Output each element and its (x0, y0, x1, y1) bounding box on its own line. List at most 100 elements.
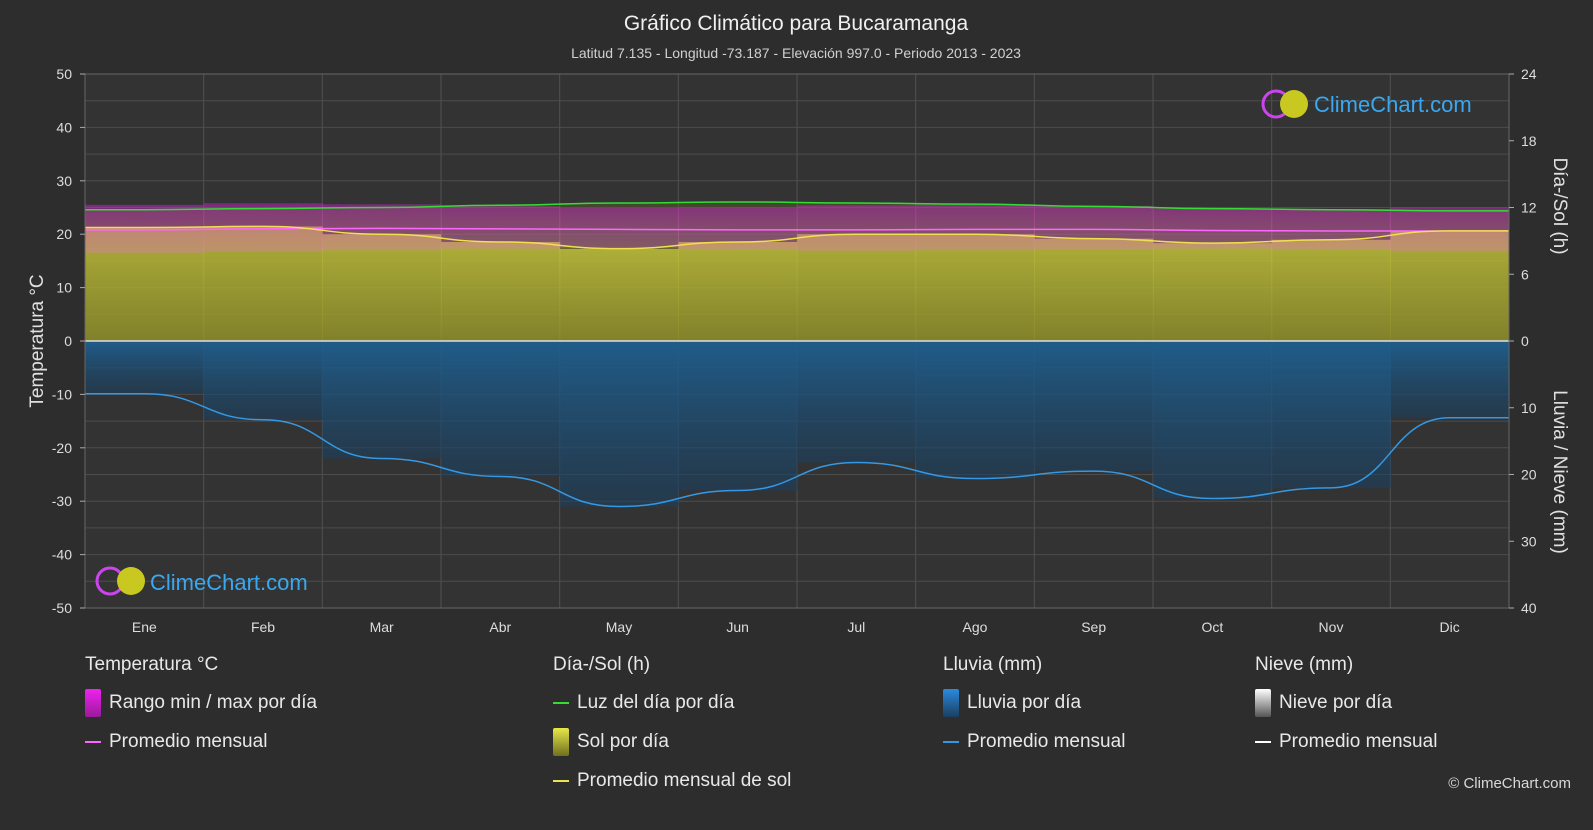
legend-snow-avg-label: Promedio mensual (1279, 731, 1438, 752)
temp-range-bar-Nov (1271, 209, 1391, 250)
rain-bar-Feb (203, 341, 323, 420)
temp-range-bar-Feb (203, 203, 323, 252)
rain-bar-Ene (85, 341, 205, 394)
sun-avg-line-icon (553, 780, 569, 782)
daylight-line (85, 201, 1509, 212)
rain-swatch-icon (943, 689, 959, 717)
rain-avg-line-icon (943, 741, 959, 743)
x-tick-label-Jul: Jul (847, 619, 865, 635)
x-tick-label-Ago: Ago (963, 619, 988, 635)
y-left-tick-label: -10 (52, 386, 72, 402)
legend-item-temp-range: Rango min / max por día (85, 689, 318, 717)
sunshine-bar-Ago (915, 234, 1035, 341)
copyright: © ClimeChart.com (1448, 775, 1571, 792)
y-left-tick-label: 0 (64, 333, 72, 349)
y-right-bottom-tick-label: 40 (1521, 600, 1537, 616)
temp-range-swatch-icon (85, 689, 101, 717)
x-tick-label-Mar: Mar (370, 619, 394, 635)
sunshine-bar-Oct (1153, 243, 1273, 341)
legend-item-snow: Nieve por día (1255, 689, 1437, 717)
temp-avg-line-icon (85, 741, 101, 743)
chart-title: Gráfico Climático para Bucaramanga (624, 12, 969, 35)
x-tick-label-Nov: Nov (1319, 619, 1344, 635)
rain-bar-Jul (797, 341, 917, 463)
x-tick-label-Abr: Abr (489, 619, 511, 635)
rain-avg-line (85, 392, 1509, 508)
x-tick-label-Sep: Sep (1081, 619, 1106, 635)
sunshine-bar-Mar (322, 234, 442, 341)
y-right-bottom-tick-label: 20 (1521, 467, 1537, 483)
y-left-tick-label: 10 (56, 280, 72, 296)
legend-temp: Temperatura °C Rango min / max por día P… (85, 652, 317, 768)
sunshine-bar-Abr (441, 241, 561, 341)
legend-item-snow-avg: Promedio mensual (1255, 729, 1437, 755)
temp-range-bar-Mar (322, 204, 442, 251)
x-tick-label-Ene: Ene (132, 619, 157, 635)
sunshine-bar-Jul (797, 234, 917, 341)
y-right-bottom-tick-label: 10 (1521, 400, 1537, 416)
legend-daylight-label: Luz del día por día (577, 692, 735, 713)
temp-range-bar-Ene (85, 204, 205, 253)
daylight-line-icon (553, 702, 569, 704)
x-tick-label-Feb: Feb (251, 619, 275, 635)
y-left-tick-label: 30 (56, 173, 72, 189)
logo-sun-icon (1280, 90, 1308, 118)
sun-avg-line (85, 225, 1509, 250)
brand-logo-top[interactable]: ClimeChart.com (1261, 89, 1472, 119)
legend-sun: Día-/Sol (h) Luz del día por día Sol por… (553, 652, 791, 807)
legend-item-daylight: Luz del día por día (553, 690, 791, 716)
y-right-top-tick-label: 18 (1521, 133, 1537, 149)
legend-item-rain-avg: Promedio mensual (943, 729, 1125, 755)
legend-temp-avg-label: Promedio mensual (109, 731, 268, 752)
y-right-bottom-tick-label: 30 (1521, 533, 1537, 549)
temp-range-bar-Jul (797, 205, 917, 251)
brand-logo-bottom[interactable]: ClimeChart.com (95, 566, 308, 596)
sun-swatch-icon (553, 728, 569, 756)
y-right-top-tick-label: 12 (1521, 200, 1537, 216)
rain-bar-Nov (1271, 341, 1391, 488)
legend-sun-avg-label: Promedio mensual de sol (577, 770, 792, 791)
legend-rain-label: Lluvia por día (967, 692, 1082, 713)
legend: Temperatura °C Rango min / max por día P… (0, 652, 1593, 822)
chart-subtitle: Latitud 7.135 - Longitud -73.187 - Eleva… (571, 45, 1021, 61)
sunshine-bar-Jun (678, 241, 798, 341)
rain-bar-May (559, 341, 679, 507)
rain-bar-Mar (322, 341, 442, 459)
legend-sun-head: Día-/Sol (h) (553, 654, 651, 675)
legend-rain: Lluvia (mm) Lluvia por día Promedio mens… (943, 652, 1125, 768)
y-left-tick-label: -40 (52, 547, 72, 563)
rain-bar-Sep (1034, 341, 1154, 472)
rain-bar-Jun (678, 341, 798, 491)
y-right-top-tick-label: 24 (1521, 66, 1537, 82)
legend-rain-avg-label: Promedio mensual (967, 731, 1126, 752)
legend-sun-label: Sol por día (577, 731, 669, 752)
temp-range-bar-Dic (1390, 207, 1509, 252)
x-tick-label-May: May (606, 619, 632, 635)
legend-snow-head: Nieve (mm) (1255, 654, 1354, 675)
y-left-tick-label: -50 (52, 600, 72, 616)
legend-temp-head: Temperatura °C (85, 654, 219, 675)
legend-rain-head: Lluvia (mm) (943, 654, 1043, 675)
rain-bar-Abr (441, 341, 561, 477)
y-left-tick-label: 50 (56, 66, 72, 82)
rain-bar-Oct (1153, 341, 1273, 499)
x-tick-label-Dic: Dic (1440, 619, 1460, 635)
logo-sun-icon (117, 567, 145, 595)
legend-item-temp-avg: Promedio mensual (85, 729, 317, 755)
rain-bar-Dic (1390, 341, 1509, 418)
temp-range-bar-Sep (1034, 205, 1154, 250)
legend-item-rain: Lluvia por día (943, 689, 1125, 717)
legend-temp-range-label: Rango min / max por día (109, 692, 318, 713)
legend-snow: Nieve (mm) Nieve por día Promedio mensua… (1255, 652, 1437, 768)
snow-avg-line-icon (1255, 741, 1271, 743)
temp-range-bar-Ago (915, 204, 1035, 251)
temp-range-bar-May (559, 208, 679, 249)
x-tick-label-Oct: Oct (1201, 619, 1223, 635)
snow-swatch-icon (1255, 689, 1271, 717)
axes: 50 40 30 20 10 0 -10 -20 -30 -40 -50 24 18 12 6 0 10 20 30… (52, 66, 1537, 635)
y-right-top-tick-label: 0 (1521, 333, 1529, 349)
brand-text-bottom: ClimeChart.com (150, 570, 308, 595)
y-left-tick-label: -20 (52, 440, 72, 456)
